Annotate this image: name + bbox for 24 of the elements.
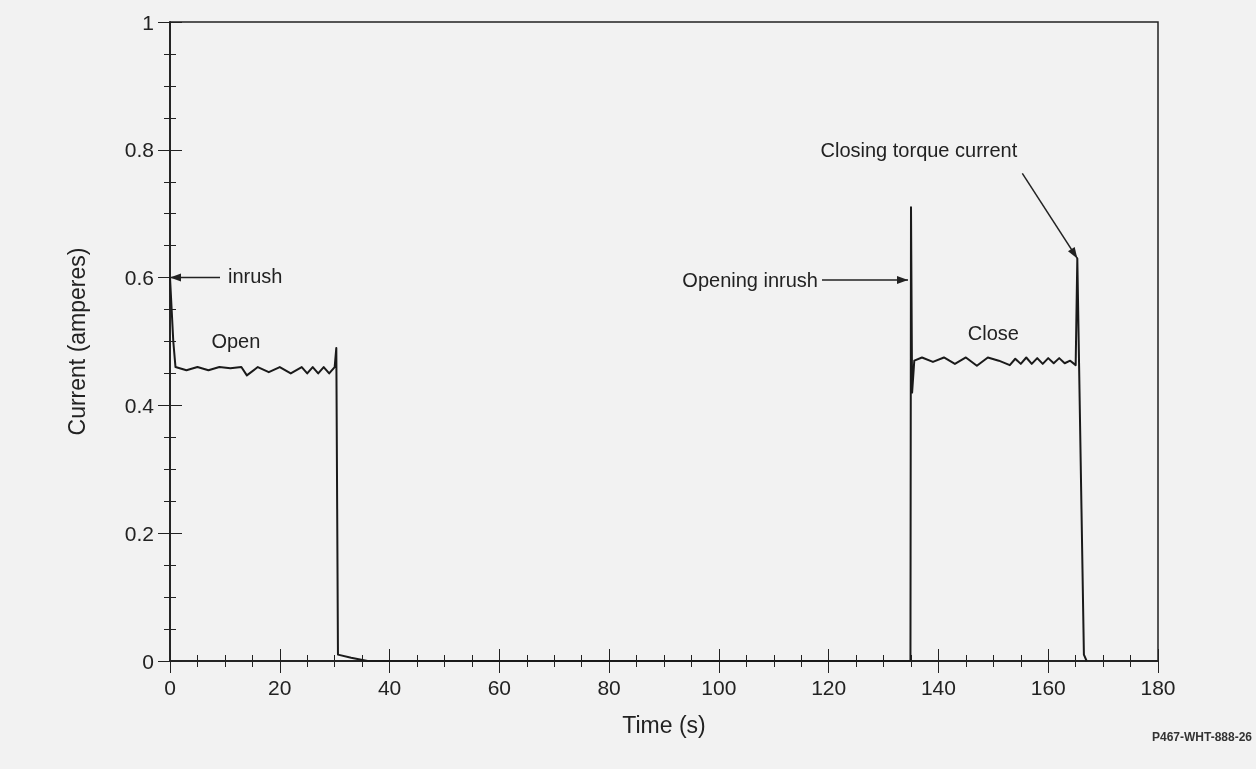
annotation: Open — [211, 330, 261, 353]
y-axis-title: Current (amperes) — [63, 247, 90, 436]
text: P467-WHT-888-26 — [1151, 730, 1253, 744]
x-tick-label: 60 — [487, 676, 512, 699]
x-tick-label: 100 — [701, 676, 737, 699]
x-tick-label: 80 — [597, 676, 621, 699]
annotation: inrush — [228, 264, 283, 287]
y-tick-label: 0.2 — [124, 521, 154, 545]
x-tick-label: 20 — [268, 676, 292, 699]
y-tick-label: 0.6 — [124, 266, 154, 290]
annotation: Opening inrush — [682, 269, 818, 291]
annotation: Close — [967, 322, 1019, 345]
x-tick-label: 0 — [164, 676, 176, 699]
x-axis-title: Time (s) — [622, 711, 706, 738]
x-tick-label: 160 — [1030, 676, 1066, 699]
x-tick-label: 180 — [1140, 676, 1176, 699]
y-tick-label: 0.8 — [124, 138, 154, 162]
y-tick-label: 1 — [142, 10, 154, 34]
annotation: Closing torque current — [820, 139, 1018, 162]
x-tick-label: 40 — [377, 676, 402, 699]
y-tick-label: 0.4 — [124, 393, 155, 417]
y-tick-label: 0 — [142, 649, 154, 673]
x-tick-label: 140 — [920, 676, 956, 699]
x-tick-label: 120 — [811, 676, 847, 699]
